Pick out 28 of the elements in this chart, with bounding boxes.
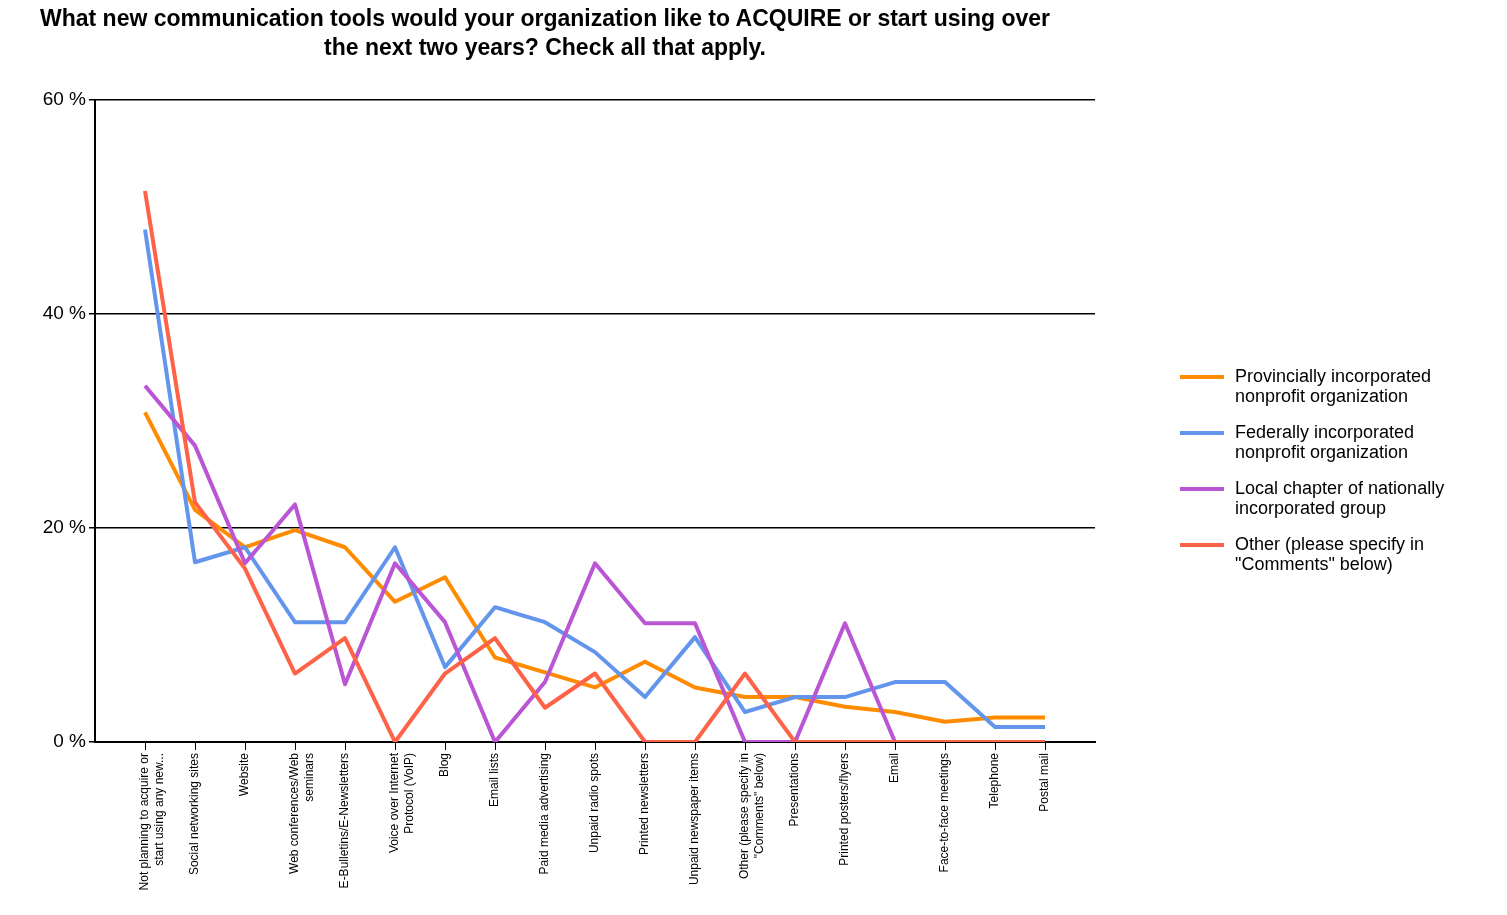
x-tick-label: Printed posters/flyers <box>837 753 852 866</box>
x-tick-label: Email lists <box>487 753 502 808</box>
y-tick-label: 60 % <box>42 88 87 110</box>
legend-label: Local chapter of nationally incorporated group <box>1235 478 1446 518</box>
legend-label: Provincially incorporated nonprofit organization <box>1235 366 1433 406</box>
x-tick-label: E-Bulletins/E-Newsletters <box>337 753 352 889</box>
x-tick-label: Face-to-face meetings <box>937 753 952 873</box>
x-tick-label: Social networking sites <box>187 753 202 876</box>
x-tick-label: Postal mail <box>1037 753 1052 812</box>
x-tick-label: Web conferences/Web seminars <box>287 752 316 874</box>
y-tick-label: 0 % <box>53 730 87 752</box>
x-tick-label: Printed newsletters <box>637 753 652 856</box>
x-tick-label: Paid media advertising <box>537 753 552 875</box>
legend-label: Federally incorporated nonprofit organization <box>1235 422 1416 462</box>
x-tick-label: Telephone <box>987 752 1002 809</box>
x-tick-label: Other (please specify in "Comments" below) <box>737 753 766 880</box>
x-tick-label: Voice over Internet Protocol (VoIP) <box>387 752 416 854</box>
x-tick-label: Blog <box>437 753 452 778</box>
x-tick-label: Not planning to acquire or start using any new... <box>137 753 166 891</box>
y-tick-label: 20 % <box>42 516 87 538</box>
x-tick-label: Website <box>237 752 252 797</box>
legend-label: Other (please specify in "Comments" below) <box>1235 534 1426 574</box>
y-tick-label: 40 % <box>42 302 87 324</box>
x-tick-label: Email <box>887 753 902 784</box>
x-tick-label: Unpaid newspaper items <box>687 753 702 886</box>
x-tick-label: Presentations <box>787 753 802 827</box>
chart-title: What new communication tools would your organization like to ACQUIRE or start using over the next two years? Check all that apply. <box>40 4 1050 62</box>
x-tick-label: Unpaid radio spots <box>587 753 602 854</box>
